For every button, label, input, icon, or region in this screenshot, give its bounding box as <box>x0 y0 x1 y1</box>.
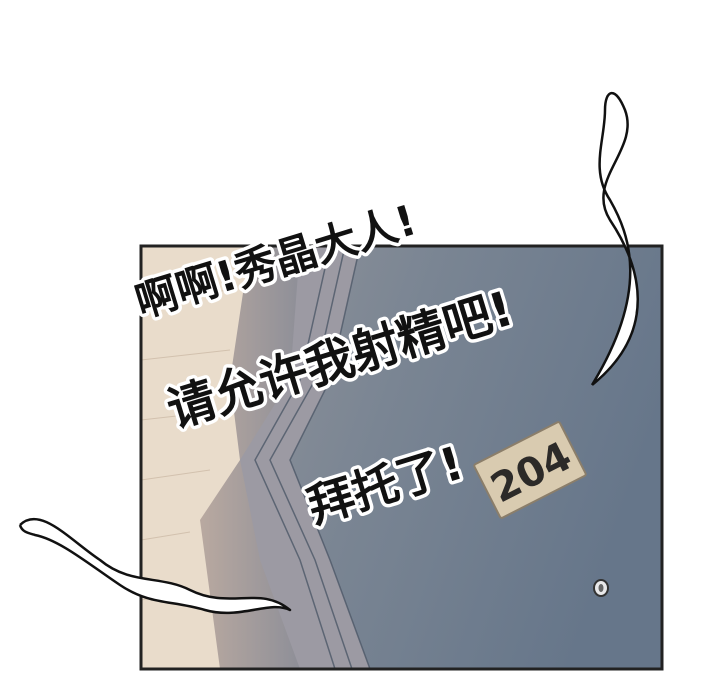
door-lock <box>593 579 609 597</box>
wavy-line-right <box>590 91 639 386</box>
wavy-line-left <box>18 517 292 615</box>
door-panel <box>290 246 662 669</box>
panel-border <box>139 244 664 671</box>
door-bevel-lines <box>254 246 371 669</box>
